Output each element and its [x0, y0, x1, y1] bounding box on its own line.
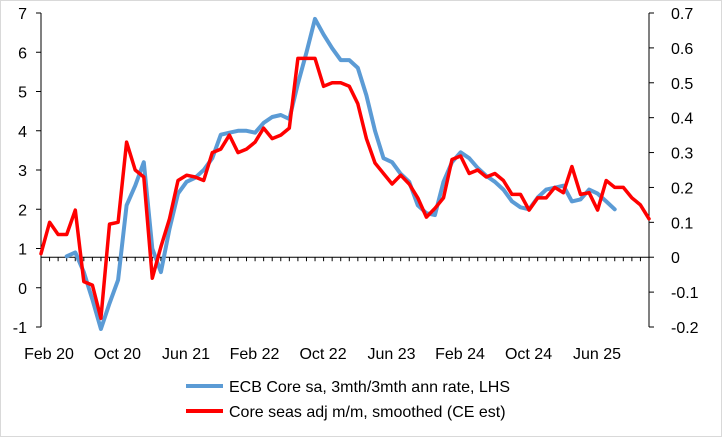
- left-tick-label: 7: [18, 6, 27, 23]
- right-tick-label: 0.7: [671, 6, 693, 23]
- x-axis-ticks: Feb 20 Oct 20 Jun 21 Feb 22 Oct 22 Jun 23 Feb …: [24, 257, 650, 363]
- right-tick-label: 0.1: [671, 215, 693, 232]
- right-tick-label: 0.6: [671, 41, 693, 58]
- left-tick-label: 6: [18, 45, 27, 62]
- x-tick-label: Jun 23: [368, 346, 416, 363]
- left-tick-label: 1: [18, 242, 27, 259]
- right-axis-ticks: -0.2 -0.1 0 0.1 0.2 0.3 0.4 0.5 0.6 0.7: [649, 6, 699, 337]
- right-tick-label: 0.3: [671, 146, 693, 163]
- right-tick-label: -0.1: [671, 285, 699, 302]
- x-tick-label: Feb 20: [24, 346, 74, 363]
- x-tick-label: Jun 21: [162, 346, 210, 363]
- left-tick-label: 3: [18, 163, 27, 180]
- left-axis-ticks: -1 0 1 2 3 4 5 6 7: [13, 6, 41, 337]
- series-line-ecb-core: [64, 16, 617, 331]
- left-tick-label: 0: [18, 281, 27, 298]
- series-layer: [39, 16, 651, 331]
- series-line-core-seas-adj: [39, 56, 651, 321]
- legend: ECB Core sa, 3mth/3mth ann rate, LHS Cor…: [186, 379, 510, 421]
- left-tick-label: 2: [18, 202, 27, 219]
- x-tick-label: Oct 24: [505, 346, 552, 363]
- left-tick-label: 4: [18, 124, 27, 141]
- right-tick-label: 0.5: [671, 76, 693, 93]
- left-tick-label: 5: [18, 85, 27, 102]
- x-tick-label: Oct 22: [299, 346, 346, 363]
- x-tick-label: Feb 24: [435, 346, 485, 363]
- x-tick-label: Oct 20: [94, 346, 141, 363]
- x-tick-label: Feb 22: [230, 346, 280, 363]
- legend-label-core-seas-adj: Core seas adj m/m, smoothed (CE est): [229, 404, 506, 421]
- right-tick-label: 0.2: [671, 180, 693, 197]
- legend-label-ecb-core: ECB Core sa, 3mth/3mth ann rate, LHS: [229, 379, 510, 396]
- left-tick-label: -1: [13, 320, 27, 337]
- x-tick-label: Jun 25: [573, 346, 621, 363]
- right-tick-label: 0.4: [671, 111, 693, 128]
- right-tick-label: 0: [671, 250, 680, 267]
- right-tick-label: -0.2: [671, 320, 699, 337]
